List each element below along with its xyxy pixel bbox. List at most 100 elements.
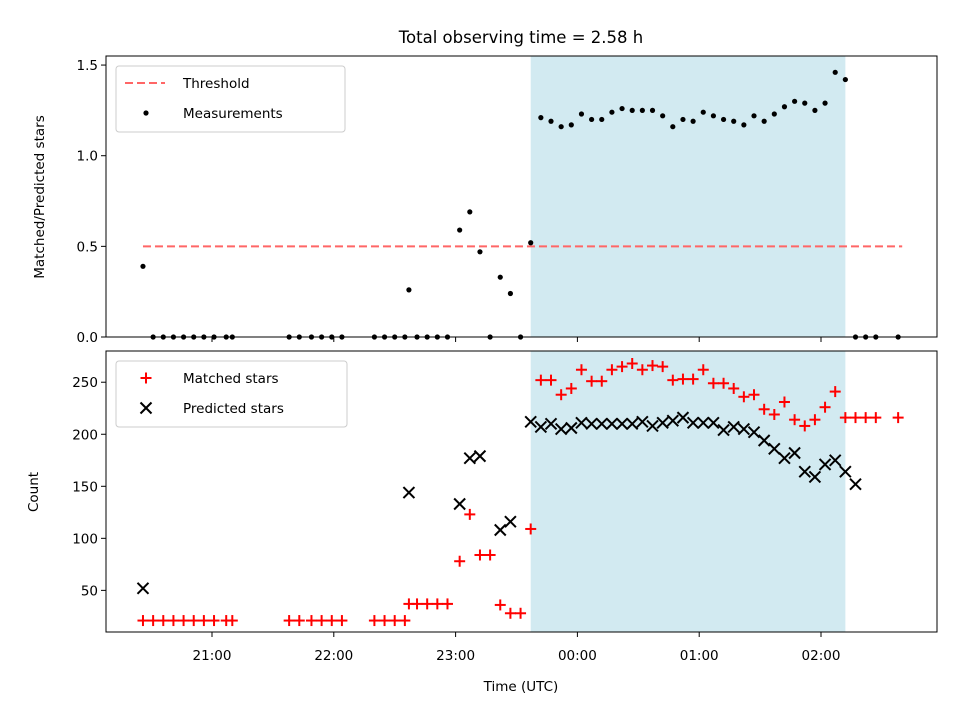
legend: Matched stars Predicted stars bbox=[115, 360, 348, 428]
data-point bbox=[507, 290, 514, 297]
data-point bbox=[781, 104, 788, 110]
data-point bbox=[544, 417, 558, 431]
data-point bbox=[718, 377, 730, 389]
data-point bbox=[822, 100, 828, 106]
data-point bbox=[326, 615, 338, 627]
x-marker-b bbox=[727, 420, 740, 434]
x-marker-b bbox=[839, 465, 852, 478]
data-point bbox=[457, 227, 463, 233]
data-point bbox=[586, 375, 598, 387]
data-point bbox=[555, 389, 567, 401]
data-point bbox=[799, 420, 811, 432]
data-point bbox=[575, 416, 588, 430]
data-point bbox=[680, 116, 686, 123]
data-point bbox=[283, 615, 295, 627]
data-point bbox=[839, 412, 851, 424]
data-point bbox=[819, 401, 831, 413]
data-point bbox=[636, 364, 648, 376]
data-point bbox=[585, 417, 598, 431]
legend-label: Threshold bbox=[182, 76, 250, 92]
x-marker-b bbox=[636, 415, 649, 428]
data-point bbox=[336, 615, 348, 627]
data-point bbox=[188, 615, 200, 627]
observing-window-band bbox=[530, 351, 846, 632]
data-point bbox=[690, 118, 696, 124]
data-point bbox=[768, 442, 781, 456]
x-marker-b bbox=[139, 401, 153, 415]
x-tick-label: 00:00 bbox=[558, 648, 597, 664]
data-point bbox=[474, 549, 486, 561]
data-point bbox=[657, 361, 669, 373]
data-point bbox=[710, 113, 717, 119]
x-marker-b bbox=[808, 470, 822, 484]
data-point bbox=[737, 422, 751, 436]
data-point bbox=[686, 416, 700, 430]
data-point bbox=[535, 374, 547, 386]
data-point bbox=[697, 364, 709, 376]
data-point bbox=[548, 118, 554, 124]
data-point bbox=[812, 107, 818, 113]
data-point bbox=[808, 470, 822, 484]
data-point bbox=[575, 364, 587, 376]
data-point bbox=[565, 382, 577, 394]
x-marker-b bbox=[656, 416, 669, 430]
data-point bbox=[677, 373, 689, 385]
data-point bbox=[379, 615, 391, 627]
data-point bbox=[208, 615, 220, 627]
x-marker-b bbox=[849, 478, 862, 491]
data-point bbox=[464, 508, 476, 520]
data-point bbox=[829, 386, 841, 398]
data-point bbox=[720, 116, 727, 123]
data-point bbox=[137, 615, 149, 627]
y-tick-label: 200 bbox=[72, 427, 98, 443]
legend-box bbox=[115, 65, 346, 133]
x-marker-b bbox=[504, 515, 517, 528]
data-point bbox=[626, 357, 638, 369]
x-marker-b bbox=[402, 486, 416, 499]
bottom-y-axis-label: Count bbox=[26, 472, 42, 512]
x-marker-b bbox=[829, 454, 842, 467]
x-marker-b bbox=[676, 411, 690, 424]
data-point bbox=[484, 549, 496, 561]
x-tick-label: 23:00 bbox=[436, 648, 475, 664]
data-point bbox=[453, 497, 466, 511]
data-point bbox=[778, 396, 790, 408]
data-point bbox=[226, 615, 238, 627]
data-point bbox=[497, 274, 503, 280]
x-marker-b bbox=[595, 417, 608, 431]
data-point bbox=[504, 607, 516, 619]
data-point bbox=[666, 414, 680, 427]
legend: Threshold Measurements bbox=[115, 65, 346, 133]
x-marker-b bbox=[554, 422, 568, 436]
data-point bbox=[860, 412, 872, 424]
data-point bbox=[761, 118, 767, 124]
x-tick-label: 21:00 bbox=[193, 648, 232, 664]
data-point bbox=[656, 416, 669, 430]
x-marker-b bbox=[585, 417, 598, 431]
data-point bbox=[758, 403, 770, 415]
data-point bbox=[595, 417, 608, 431]
data-point bbox=[178, 615, 190, 627]
data-point bbox=[649, 107, 656, 113]
x-marker-b bbox=[626, 417, 639, 431]
data-point bbox=[778, 451, 791, 465]
y-tick-label: 250 bbox=[72, 375, 98, 391]
x-marker-b bbox=[757, 434, 771, 447]
data-point bbox=[717, 423, 730, 437]
x-marker-b bbox=[666, 414, 680, 427]
x-marker-b bbox=[697, 416, 710, 430]
data-point bbox=[818, 458, 832, 471]
legend-marker bbox=[143, 110, 149, 116]
data-point bbox=[454, 555, 466, 567]
data-point bbox=[157, 615, 169, 627]
data-point bbox=[660, 113, 666, 119]
data-point bbox=[524, 415, 537, 428]
x-marker-b bbox=[707, 416, 720, 430]
data-point bbox=[707, 377, 719, 389]
x-marker-b bbox=[453, 497, 466, 511]
data-point bbox=[528, 240, 534, 246]
data-point bbox=[599, 116, 605, 123]
x-marker-b bbox=[575, 416, 588, 430]
x-marker-b bbox=[615, 417, 629, 431]
